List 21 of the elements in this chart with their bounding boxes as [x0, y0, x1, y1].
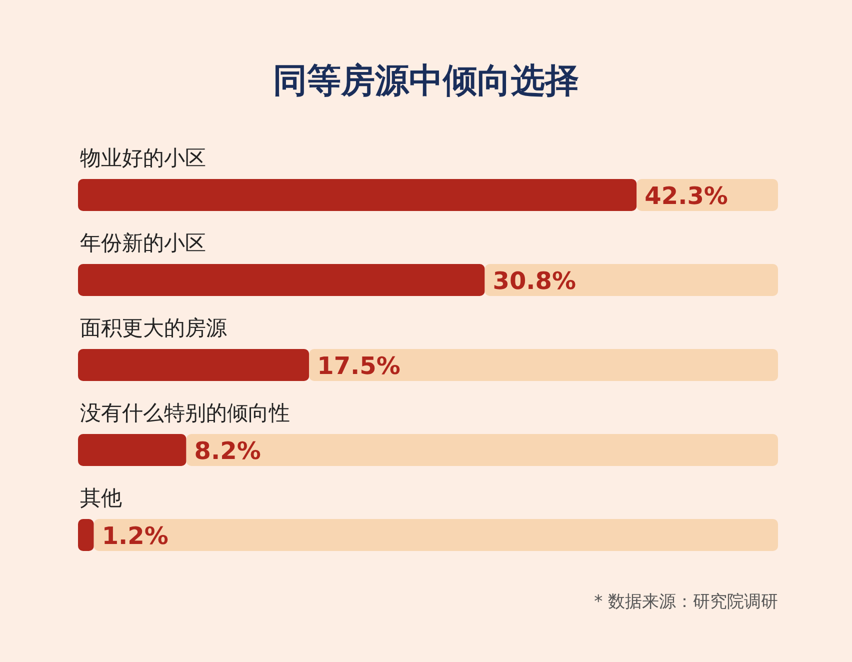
data-label: 17.5% — [317, 352, 400, 380]
bar — [94, 519, 778, 551]
bar — [309, 349, 778, 381]
bar — [78, 434, 186, 466]
y-tick-label: 年份新的小区 — [80, 231, 206, 255]
text: * 数据来源：研究院调研 — [594, 592, 778, 612]
y-tick-label: 没有什么特别的倾向性 — [80, 401, 290, 425]
bar — [78, 349, 310, 381]
chart-title: 同等房源中倾向选择 — [273, 61, 579, 101]
data-label: 8.2% — [194, 437, 261, 465]
data-label: 42.3% — [644, 182, 728, 210]
y-tick-label: 其他 — [80, 486, 122, 510]
bar — [78, 519, 94, 551]
bar — [78, 179, 637, 211]
data-label: 30.8% — [492, 267, 576, 295]
data-label: 1.2% — [102, 522, 168, 550]
y-tick-label: 物业好的小区 — [80, 146, 206, 170]
bar — [484, 264, 778, 296]
bar — [186, 434, 778, 466]
y-tick-label: 面积更大的房源 — [80, 316, 227, 340]
bar — [78, 264, 485, 296]
